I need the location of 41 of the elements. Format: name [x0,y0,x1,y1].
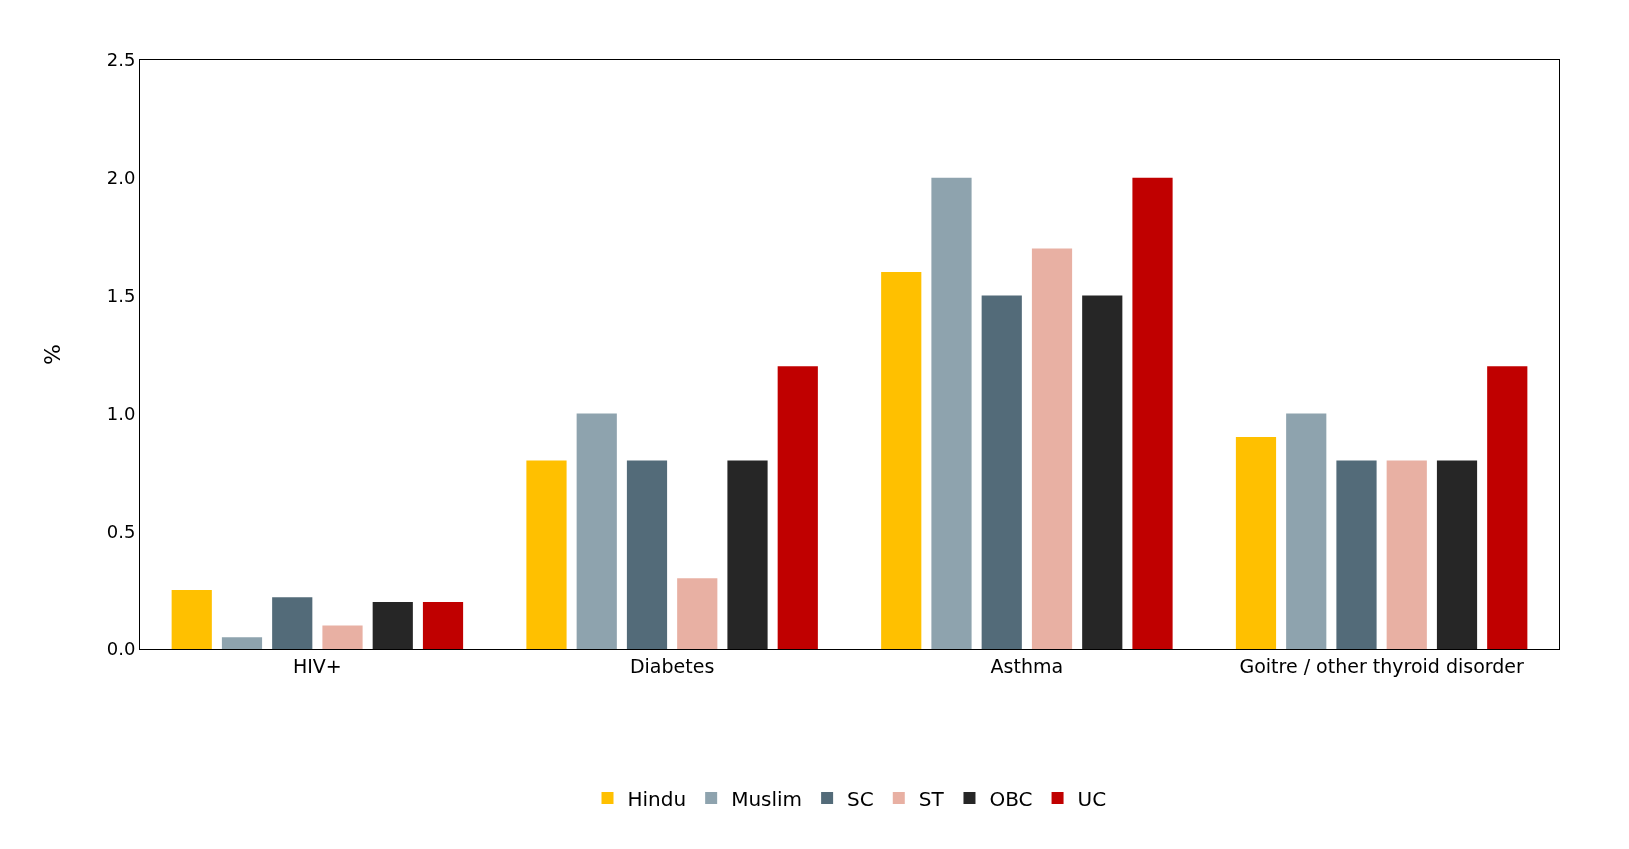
bar [727,460,768,649]
bar [1386,460,1427,649]
bar [1132,177,1173,649]
bar [422,601,464,649]
bar [981,295,1022,649]
bar [372,601,413,649]
bar [777,366,818,649]
bar [881,272,922,649]
legend-label: ST [918,786,945,811]
bar [1031,248,1073,649]
x-tick-label: Diabetes [629,654,715,677]
y-tick-label: 0.5 [106,520,136,542]
x-tick-label: Goitre / other thyroid disorder [1239,654,1524,677]
bar [1286,413,1327,649]
bar [626,460,668,649]
bar [272,597,313,649]
legend-label: SC [847,786,874,811]
bar [1436,460,1478,649]
y-tick-label: 1.0 [106,402,136,424]
bar [931,177,972,649]
bar [171,590,212,649]
y-tick-label: 2.5 [106,49,136,71]
y-tick-label: 0.0 [106,638,136,660]
legend-label: Muslim [731,786,803,811]
bar [1082,295,1123,649]
y-axis-title: % [39,344,65,365]
x-tick-label: HIV+ [292,654,342,677]
y-tick-label: 2.0 [106,167,136,189]
bar [221,637,263,649]
legend-label: OBC [989,786,1033,811]
bar [526,460,567,649]
bar [677,578,718,649]
bar [1235,436,1277,649]
bar [1487,366,1528,649]
bar [576,413,617,649]
y-tick-label: 1.5 [106,284,136,306]
bar [1336,460,1377,649]
x-tick-label: Asthma [990,654,1064,677]
legend-label: Hindu [627,786,687,811]
legend-label: UC [1077,786,1107,811]
bar [322,625,363,649]
